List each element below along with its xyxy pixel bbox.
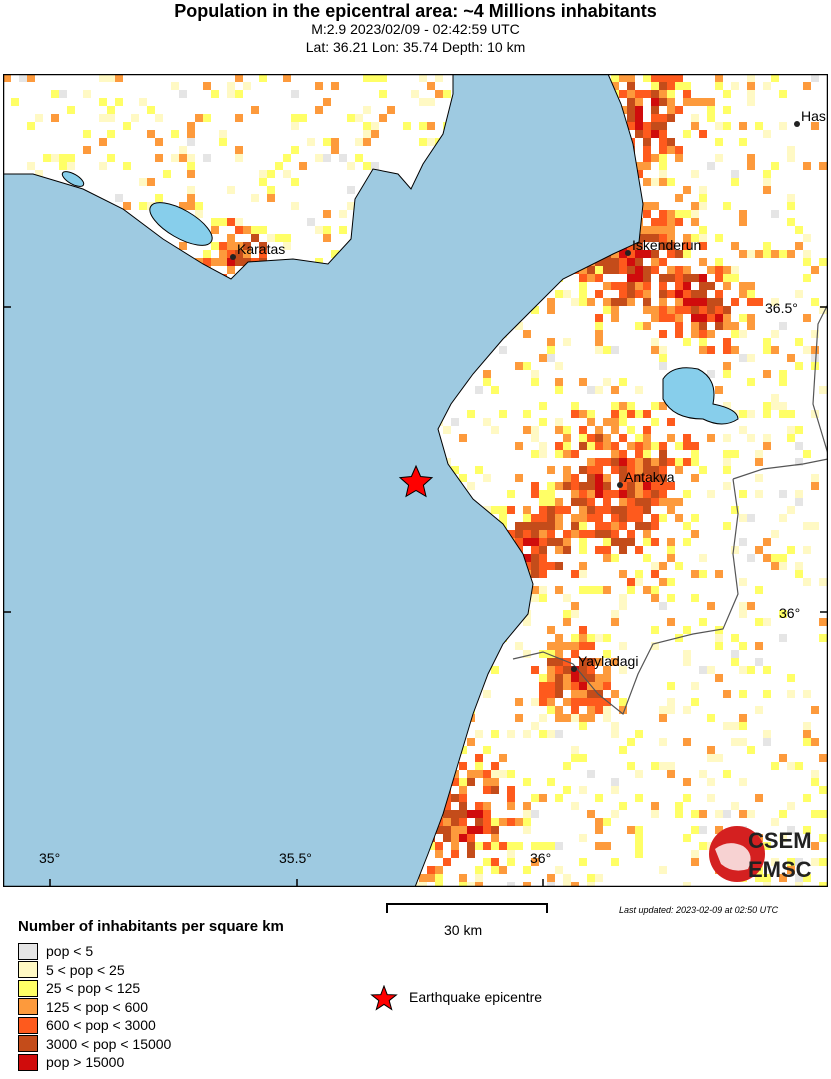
svg-text:EMSC: EMSC — [748, 857, 812, 882]
sea — [3, 74, 644, 887]
legend-swatch — [18, 998, 38, 1015]
lake-amik — [662, 367, 739, 425]
legend-label: pop < 5 — [46, 943, 94, 959]
event-location: Lat: 36.21 Lon: 35.74 Depth: 10 km — [305, 39, 526, 55]
legend-star-icon — [370, 985, 398, 1011]
lon-tick-label: 35° — [39, 850, 60, 866]
lat-tick-label: 36.5° — [765, 300, 798, 316]
legend-item: 25 < pop < 125 — [18, 979, 140, 997]
scale-bar — [386, 903, 548, 913]
scale-bar-label: 30 km — [444, 922, 483, 938]
cities: Karatas Iskenderun Antakya Yayladagi Has — [230, 108, 826, 672]
legend-item: pop < 5 — [18, 942, 93, 960]
legend-epicentre-label: Earthquake epicentre — [409, 989, 543, 1005]
lon-tick-label: 35.5° — [279, 850, 312, 866]
svg-text:CSEM: CSEM — [748, 828, 812, 853]
city-label: Yayladagi — [578, 653, 638, 669]
legend-swatch — [18, 961, 38, 978]
last-updated: Last updated: 2023-02-09 at 02:50 UTC — [619, 905, 779, 915]
city-label: Iskenderun — [632, 237, 701, 253]
legend-item: 3000 < pop < 15000 — [18, 1035, 171, 1053]
legend-item: 125 < pop < 600 — [18, 998, 148, 1016]
population-map: Karatas Iskenderun Antakya Yayladagi Has… — [3, 74, 828, 887]
legend-swatch — [18, 1035, 38, 1052]
legend-title: Number of inhabitants per square km — [18, 918, 284, 935]
legend-item: pop > 15000 — [18, 1053, 124, 1071]
legend-label: 5 < pop < 25 — [46, 961, 125, 978]
legend-item: 5 < pop < 25 — [18, 961, 125, 979]
map-frame — [3, 74, 828, 887]
legend-label: 600 < pop < 3000 — [46, 1017, 156, 1033]
legend-item: 600 < pop < 3000 — [18, 1016, 156, 1034]
legend-swatch — [18, 942, 38, 960]
event-info: M:2.9 2023/02/09 - 02:42:59 UTC — [311, 21, 520, 37]
graticule-ticks — [3, 306, 828, 887]
legend-label: pop > 15000 — [46, 1054, 125, 1070]
legend-swatch — [18, 979, 38, 997]
legend-label: 3000 < pop < 15000 — [46, 1035, 172, 1052]
city-label: Antakya — [624, 469, 675, 485]
city-label: Has — [801, 108, 826, 124]
border-line — [512, 303, 828, 715]
city-label: Karatas — [237, 241, 285, 257]
lagoon — [61, 171, 85, 187]
lake-karatas — [149, 202, 213, 246]
legend-label: 25 < pop < 125 — [46, 980, 141, 996]
legend-swatch — [18, 1016, 38, 1034]
legend-swatch — [18, 1053, 38, 1071]
map-title: Population in the epicentral area: ~4 Mi… — [174, 1, 657, 21]
legend-label: 125 < pop < 600 — [46, 998, 148, 1015]
lat-tick-label: 36° — [779, 605, 800, 621]
emsc-logo: CSEM EMSC — [709, 826, 812, 882]
lon-tick-label: 36° — [530, 850, 551, 866]
epicentre-star-icon — [398, 464, 434, 498]
